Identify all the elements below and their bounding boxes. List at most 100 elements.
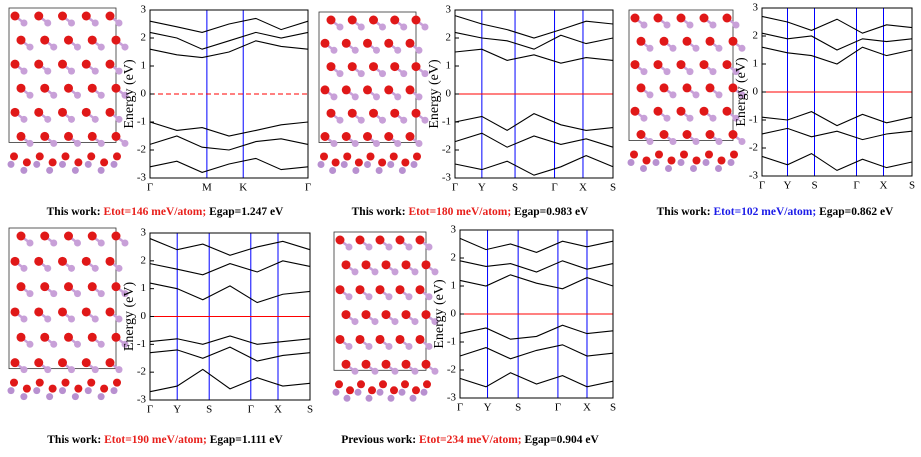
atom-o [88, 282, 97, 291]
atom-o [11, 12, 20, 21]
atom-p [406, 343, 413, 350]
atom-p [426, 244, 433, 251]
atom-o [17, 84, 26, 93]
atom-p [68, 366, 75, 373]
atom-o [40, 282, 49, 291]
atom-o [356, 285, 365, 294]
band [455, 49, 613, 63]
atom-o [34, 12, 43, 21]
x-tick-label: S [610, 182, 616, 194]
atom-p [628, 159, 635, 166]
x-tick-label: S [307, 404, 313, 416]
atom-o [390, 386, 398, 394]
x-tick-label: X [880, 180, 888, 192]
atom-p [366, 244, 373, 251]
band [150, 122, 308, 136]
atom-o [58, 60, 67, 69]
atom-o [112, 282, 121, 291]
atom-o [723, 107, 732, 116]
atom-p [664, 68, 671, 75]
atom-o [700, 60, 709, 69]
atom-p [372, 318, 379, 325]
atom-p [98, 167, 105, 174]
caption-etot: Etot=234 meV/atom; [419, 434, 522, 446]
caption-egap: Egap=0.904 eV [525, 434, 600, 446]
atom-o [412, 62, 421, 71]
atom-o [40, 132, 49, 141]
y-tick-label: 0 [141, 310, 147, 322]
atom-o [82, 307, 91, 316]
atom-o [40, 232, 49, 241]
y-tick-label: 0 [753, 86, 759, 98]
atom-p [386, 244, 393, 251]
atom-p [358, 70, 365, 77]
atom-p [394, 47, 401, 54]
band [455, 133, 613, 147]
band [150, 261, 310, 275]
band [762, 154, 912, 171]
atom-p [74, 240, 81, 247]
atom-p [98, 240, 105, 247]
atom-o [10, 379, 18, 387]
y-tick-label: 0 [141, 88, 147, 100]
atom-o [113, 379, 121, 387]
y-axis-label: Energy (eV) [122, 282, 137, 352]
atom-p [21, 315, 28, 322]
atom-p [386, 293, 393, 300]
atom-p [98, 140, 105, 147]
atom-p [693, 45, 700, 52]
atom-p [331, 93, 338, 100]
atom-p [341, 161, 348, 168]
band [762, 16, 912, 33]
atom-o [62, 152, 70, 160]
atom-p [344, 395, 351, 402]
atom-p [98, 393, 105, 400]
atom-o [88, 84, 97, 93]
atom-p [50, 341, 57, 348]
x-tick-label: S [811, 180, 817, 192]
atom-p [337, 70, 344, 77]
caption-etot: Etot=180 meV/atom; [409, 206, 512, 218]
atom-o [74, 385, 82, 393]
caption: This work: Etot=146 meV/atom; Egap=1.247… [47, 206, 284, 218]
caption-prefix: This work: [352, 206, 406, 218]
atom-o [321, 85, 330, 94]
caption-egap: Egap=1.111 eV [210, 434, 284, 446]
y-tick-label: -2 [137, 144, 146, 156]
atom-p [92, 265, 99, 272]
atom-o [396, 236, 405, 245]
atom-p [406, 293, 413, 300]
atom-o [655, 151, 663, 159]
x-tick-label: X [583, 402, 591, 414]
atom-o [630, 151, 638, 159]
atom-p [670, 45, 677, 52]
atom-o [382, 260, 391, 269]
atom-p [352, 140, 359, 147]
band [460, 275, 613, 289]
atom-o [332, 159, 340, 167]
atom-o [412, 386, 420, 394]
atom-o [82, 358, 91, 367]
atom-p [394, 93, 401, 100]
atom-o [336, 335, 345, 344]
x-tick-label: Γ [452, 182, 458, 194]
y-tick-label: -3 [442, 172, 452, 184]
y-tick-label: 2 [141, 254, 147, 266]
band [455, 32, 613, 49]
atom-p [8, 387, 15, 394]
y-tick-label: -1 [137, 338, 146, 350]
atom-p [716, 91, 723, 98]
atom-p [352, 93, 359, 100]
y-axis-label: Energy (eV) [432, 279, 447, 349]
atom-p [337, 117, 344, 124]
atom-o [342, 85, 351, 94]
band [150, 239, 310, 256]
atom-o [367, 153, 375, 161]
atom-o [363, 39, 372, 48]
x-tick-label: X [579, 182, 587, 194]
atom-p [50, 140, 57, 147]
caption-prefix: This work: [657, 206, 711, 218]
atom-o [700, 14, 709, 23]
x-tick-label: S [206, 404, 212, 416]
atom-o [112, 84, 121, 93]
